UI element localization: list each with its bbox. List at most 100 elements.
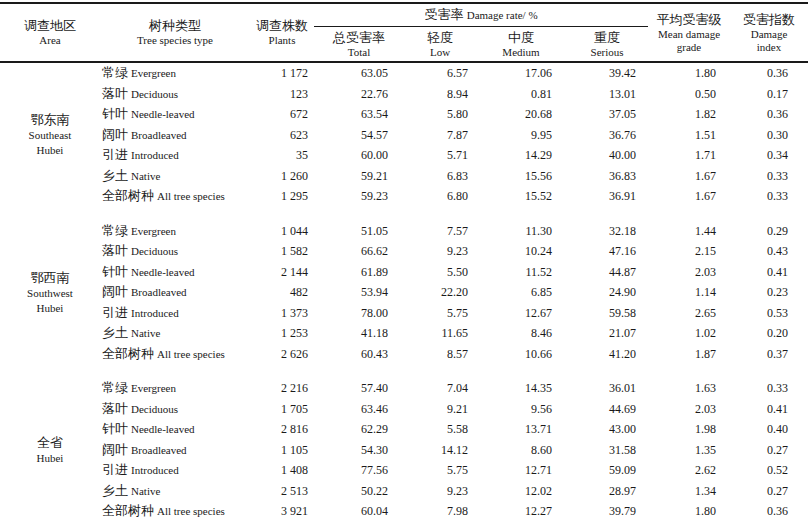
table-row: 乡土 Native 1 260 59.21 6.83 15.56 36.83 1…: [0, 166, 808, 187]
damage-index-cell: 0.36: [730, 501, 808, 522]
medium-rate-cell: 0.81: [476, 84, 566, 105]
mean-grade-cell: 1.34: [648, 481, 730, 502]
area-cell: 全省Hubei: [0, 378, 100, 522]
low-rate-cell: 8.94: [404, 84, 476, 105]
table-row: 落叶 Deciduous 1 582 66.62 9.23 10.24 47.1…: [0, 241, 808, 262]
table-row: 针叶 Needle-leaved 2 144 61.89 5.50 11.52 …: [0, 262, 808, 283]
species-label-en: Native: [131, 170, 160, 182]
species-label-zh: 常绿: [102, 65, 128, 80]
area-label-en: Hubei: [0, 301, 100, 316]
species-cell: 引进 Introduced: [100, 303, 250, 324]
low-rate-cell: 5.75: [404, 303, 476, 324]
header-damage-index: 受害指数 Damage index: [730, 3, 808, 62]
species-cell: 针叶 Needle-leaved: [100, 262, 250, 283]
species-cell: 全部树种 All tree species: [100, 501, 250, 522]
species-label-en: All tree species: [157, 348, 225, 360]
header-plants-zh: 调查株数: [250, 18, 314, 34]
damage-index-cell: 0.27: [730, 440, 808, 461]
total-rate-cell: 63.46: [314, 399, 404, 420]
plants-cell: 1 253: [250, 323, 314, 344]
damage-index-cell: 0.37: [730, 344, 808, 365]
medium-rate-cell: 8.60: [476, 440, 566, 461]
low-rate-cell: 9.21: [404, 399, 476, 420]
damage-index-cell: 0.40: [730, 419, 808, 440]
header-damage-index-zh: 受害指数: [730, 12, 808, 28]
serious-rate-cell: 36.91: [566, 186, 648, 207]
damage-index-cell: 0.52: [730, 460, 808, 481]
species-label-zh: 乡土: [102, 168, 128, 183]
plants-cell: 2 513: [250, 481, 314, 502]
total-rate-cell: 63.05: [314, 62, 404, 84]
plants-cell: 482: [250, 282, 314, 303]
header-species-zh: 树种类型: [100, 18, 250, 34]
species-label-zh: 常绿: [102, 223, 128, 238]
header-damage-index-en2: index: [730, 41, 808, 54]
low-rate-cell: 5.75: [404, 460, 476, 481]
total-rate-cell: 53.94: [314, 282, 404, 303]
damage-index-cell: 0.33: [730, 166, 808, 187]
serious-rate-cell: 44.69: [566, 399, 648, 420]
species-label-en: Needle-leaved: [131, 108, 195, 120]
total-rate-cell: 59.21: [314, 166, 404, 187]
area-label-en: Southeast: [0, 128, 100, 143]
species-label-en: Evergreen: [131, 67, 176, 79]
serious-rate-cell: 44.87: [566, 262, 648, 283]
low-rate-cell: 7.87: [404, 125, 476, 146]
header-damage-index-en1: Damage: [730, 28, 808, 41]
species-label-en: Introduced: [131, 464, 179, 476]
header-mean-grade-en2: grade: [648, 41, 730, 54]
plants-cell: 2 816: [250, 419, 314, 440]
damage-index-cell: 0.27: [730, 481, 808, 502]
species-label-zh: 全部树种: [102, 188, 154, 203]
medium-rate-cell: 9.95: [476, 125, 566, 146]
table-row: 鄂西南SouthwestHubei 常绿 Evergreen 1 044 51.…: [0, 221, 808, 242]
damage-index-cell: 0.23: [730, 282, 808, 303]
medium-rate-cell: 12.27: [476, 501, 566, 522]
total-rate-cell: 63.54: [314, 104, 404, 125]
serious-rate-cell: 31.58: [566, 440, 648, 461]
mean-grade-cell: 2.15: [648, 241, 730, 262]
table-row: 针叶 Needle-leaved 672 63.54 5.80 20.68 37…: [0, 104, 808, 125]
medium-rate-cell: 15.52: [476, 186, 566, 207]
plants-cell: 1 172: [250, 62, 314, 84]
header-serious: 重度 Serious: [566, 27, 648, 63]
table-body: 鄂东南SoutheastHubei 常绿 Evergreen 1 172 63.…: [0, 62, 808, 522]
serious-rate-cell: 24.90: [566, 282, 648, 303]
species-cell: 落叶 Deciduous: [100, 241, 250, 262]
medium-rate-cell: 15.56: [476, 166, 566, 187]
medium-rate-cell: 20.68: [476, 104, 566, 125]
plants-cell: 3 921: [250, 501, 314, 522]
serious-rate-cell: 21.07: [566, 323, 648, 344]
header-total: 总受害率 Total: [314, 27, 404, 63]
species-label-en: Native: [131, 485, 160, 497]
low-rate-cell: 6.80: [404, 186, 476, 207]
medium-rate-cell: 12.67: [476, 303, 566, 324]
header-medium-en: Medium: [476, 46, 566, 59]
header-species: 树种类型 Tree species type: [100, 3, 250, 62]
species-label-en: Broadleaved: [131, 286, 187, 298]
mean-grade-cell: 2.03: [648, 399, 730, 420]
table-row: 阔叶 Broadleaved 1 105 54.30 14.12 8.60 31…: [0, 440, 808, 461]
serious-rate-cell: 13.01: [566, 84, 648, 105]
plants-cell: 623: [250, 125, 314, 146]
area-cell: 鄂东南SoutheastHubei: [0, 62, 100, 207]
header-area: 调查地区 Area: [0, 3, 100, 62]
species-label-en: All tree species: [157, 190, 225, 202]
total-rate-cell: 77.56: [314, 460, 404, 481]
species-label-zh: 阔叶: [102, 284, 128, 299]
total-rate-cell: 51.05: [314, 221, 404, 242]
mean-grade-cell: 1.67: [648, 186, 730, 207]
header-low-zh: 轻度: [404, 30, 476, 46]
species-label-zh: 乡土: [102, 483, 128, 498]
species-label-en: Deciduous: [131, 245, 178, 257]
header-total-en: Total: [314, 46, 404, 59]
low-rate-cell: 14.12: [404, 440, 476, 461]
total-rate-cell: 78.00: [314, 303, 404, 324]
medium-rate-cell: 13.71: [476, 419, 566, 440]
mean-grade-cell: 1.35: [648, 440, 730, 461]
species-label-zh: 阔叶: [102, 442, 128, 457]
damage-index-cell: 0.36: [730, 62, 808, 84]
serious-rate-cell: 39.42: [566, 62, 648, 84]
header-area-zh: 调查地区: [0, 18, 100, 34]
serious-rate-cell: 59.09: [566, 460, 648, 481]
